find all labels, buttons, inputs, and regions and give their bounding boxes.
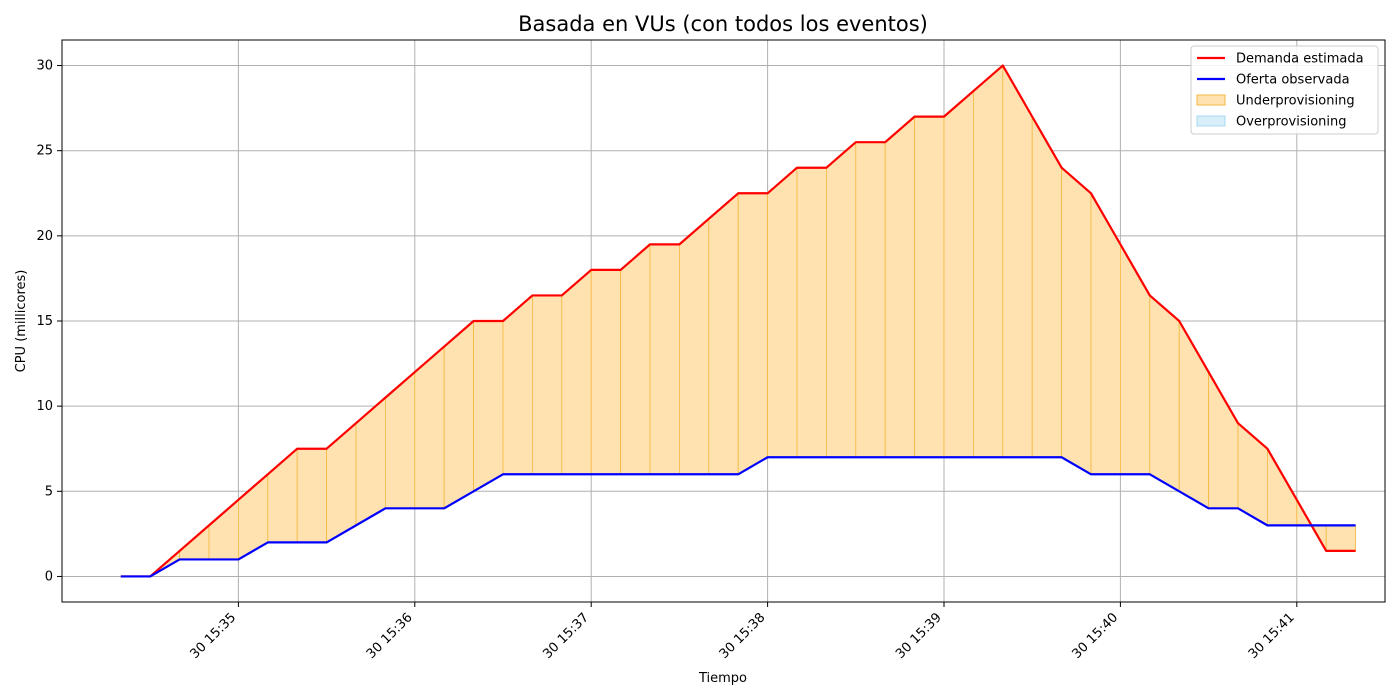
legend-swatch [1196, 115, 1226, 127]
underprovisioning-area-segment [826, 141, 857, 458]
underprovisioning-area-segment [1325, 524, 1356, 552]
underprovisioning-area-segment [884, 115, 915, 458]
x-tick-label: 30 15:40 [1070, 610, 1122, 662]
underprovisioning-area-segment [796, 167, 827, 458]
underprovisioning-area-segment [355, 396, 386, 527]
underprovisioning-area-segment [1208, 370, 1239, 509]
underprovisioning-area-segment [620, 243, 651, 475]
underprovisioning-area-segment [473, 320, 504, 492]
x-tick-label: 30 15:37 [540, 610, 592, 662]
x-tick-label: 30 15:36 [364, 610, 416, 662]
x-axis-label: Tiempo [698, 671, 747, 686]
underprovisioning-area-segment [914, 116, 945, 458]
underprovisioning-area-segment [943, 90, 974, 458]
x-tick-label: 30 15:41 [1246, 610, 1298, 662]
y-tick-label: 0 [45, 569, 53, 584]
legend-entry-label: Oferta observada [1236, 73, 1350, 88]
underprovisioning-area-segment [208, 498, 239, 560]
y-tick-label: 5 [45, 484, 53, 499]
series-1 [120, 456, 1356, 578]
underprovisioning-area-segment [1267, 447, 1298, 526]
underprovisioning-area-segment [414, 345, 445, 509]
y-tick-label: 10 [36, 399, 53, 414]
legend-box [1190, 45, 1379, 135]
legend-swatch [1196, 94, 1226, 106]
underprovisioning-area-segment [679, 217, 710, 475]
underprovisioning-area-segment [855, 141, 886, 458]
y-tick-label: 20 [36, 229, 53, 244]
y-tick-label: 25 [36, 144, 53, 159]
underprovisioning-area-segment [532, 295, 563, 475]
underprovisioning-area-segment [1031, 115, 1062, 458]
underprovisioning-area-segment [502, 294, 533, 475]
underprovisioning-area-segment [1149, 294, 1180, 492]
x-tick-label: 30 15:39 [893, 610, 945, 662]
underprovisioning-area-segment [767, 166, 798, 458]
legend: Demanda estimada Oferta observada Underpro… [1190, 45, 1379, 135]
area-layer [120, 64, 1356, 577]
underprovisioning-area-segment [590, 269, 621, 475]
underprovisioning-area-segment [708, 192, 739, 475]
underprovisioning-area-segment [443, 320, 474, 510]
underprovisioning-area-segment [737, 192, 768, 475]
underprovisioning-area-segment [326, 422, 357, 544]
underprovisioning-area-segment [1061, 166, 1092, 475]
legend-entry-label: Underprovisioning [1236, 94, 1355, 109]
legend-entry-label: Demanda estimada [1236, 52, 1364, 67]
y-tick-label: 15 [36, 314, 53, 329]
legend-entry-label: Overprovisioning [1236, 115, 1347, 130]
underprovisioning-area-segment [296, 448, 327, 543]
underprovisioning-area-segment [1178, 319, 1209, 510]
x-tick-label: 30 15:35 [188, 610, 240, 662]
y-axis-label: CPU (millicores) [14, 270, 29, 373]
x-tick-label: 30 15:38 [717, 610, 769, 662]
chart-title: Basada en VUs (con todos los eventos) [518, 12, 928, 36]
underprovisioning-area-segment [1002, 64, 1033, 458]
underprovisioning-area-segment [973, 64, 1004, 458]
line-layer [120, 64, 1356, 578]
underprovisioning-area-segment [1120, 242, 1151, 475]
underprovisioning-area-segment [561, 269, 592, 475]
underprovisioning-area-segment [649, 243, 680, 475]
y-tick-label: 30 [36, 59, 53, 74]
